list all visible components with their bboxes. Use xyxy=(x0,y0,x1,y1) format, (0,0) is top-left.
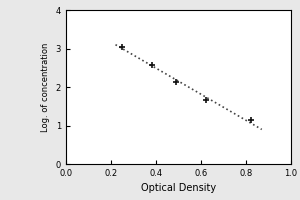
Y-axis label: Log. of concentration: Log. of concentration xyxy=(41,42,50,132)
X-axis label: Optical Density: Optical Density xyxy=(141,183,216,193)
